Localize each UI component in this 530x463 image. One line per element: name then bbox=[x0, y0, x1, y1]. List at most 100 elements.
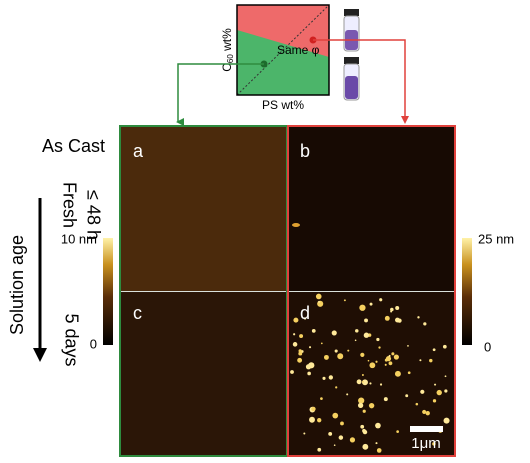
solution-age-label: Solution age bbox=[7, 235, 27, 335]
end-label: 5 days bbox=[61, 313, 81, 366]
particle bbox=[359, 305, 365, 311]
particle bbox=[408, 371, 411, 374]
particle bbox=[386, 356, 391, 361]
particle bbox=[334, 444, 336, 446]
particle bbox=[340, 422, 344, 426]
particle bbox=[309, 346, 311, 348]
particle bbox=[357, 379, 362, 384]
panel-label: b bbox=[300, 141, 310, 161]
same-phi-label: Same φ bbox=[277, 43, 320, 57]
colorbar-min: 0 bbox=[90, 336, 97, 351]
particle bbox=[384, 397, 388, 401]
panel-c-image bbox=[120, 292, 287, 456]
particle bbox=[379, 298, 382, 301]
particle bbox=[444, 389, 447, 392]
particle bbox=[312, 329, 316, 333]
particle bbox=[434, 384, 436, 386]
fresh-label: Fresh bbox=[59, 182, 79, 228]
particle bbox=[332, 330, 337, 335]
particle bbox=[321, 343, 323, 345]
particle bbox=[324, 355, 329, 360]
particle bbox=[426, 411, 430, 415]
particle bbox=[437, 390, 442, 395]
colorbar-right bbox=[462, 238, 472, 345]
page: Same φ PS wt% C60 wt% a b c d bbox=[0, 0, 530, 458]
particle bbox=[443, 345, 447, 349]
x-axis-label: PS wt% bbox=[262, 98, 304, 112]
afm-panels: a b c d 1μm bbox=[120, 126, 455, 456]
particle bbox=[368, 360, 370, 362]
particle bbox=[417, 316, 419, 318]
particle bbox=[369, 382, 371, 384]
particle bbox=[306, 364, 311, 369]
particle bbox=[423, 322, 426, 325]
particle bbox=[293, 342, 298, 347]
particle bbox=[376, 338, 379, 341]
particle bbox=[369, 362, 375, 368]
y-axis-label: C60 wt% bbox=[220, 28, 235, 72]
particle bbox=[433, 348, 436, 351]
particle bbox=[362, 381, 364, 383]
particle bbox=[420, 390, 424, 394]
particle bbox=[303, 432, 305, 434]
particle bbox=[395, 318, 400, 323]
particle bbox=[317, 448, 321, 452]
particle bbox=[390, 311, 392, 313]
particle bbox=[317, 418, 321, 422]
particle bbox=[311, 407, 315, 411]
particle bbox=[355, 329, 358, 332]
particle bbox=[407, 345, 409, 347]
particle bbox=[290, 370, 294, 374]
particle bbox=[322, 377, 325, 380]
particle bbox=[328, 432, 332, 436]
as-cast-label: As Cast bbox=[42, 136, 105, 156]
particle bbox=[364, 333, 369, 338]
particle bbox=[350, 437, 355, 442]
panel-a-image bbox=[120, 126, 287, 291]
particle bbox=[433, 399, 436, 402]
colorbar-left bbox=[103, 238, 113, 345]
particle bbox=[375, 442, 377, 444]
particle bbox=[362, 444, 368, 450]
panel-b-image bbox=[288, 126, 455, 291]
particle bbox=[335, 386, 337, 388]
particle bbox=[293, 318, 298, 323]
particle bbox=[385, 316, 390, 321]
particle bbox=[299, 349, 302, 352]
particle bbox=[377, 448, 382, 453]
particle bbox=[335, 349, 338, 352]
particle bbox=[337, 353, 343, 359]
particle bbox=[358, 403, 363, 408]
particle bbox=[405, 394, 408, 397]
colorbar-min: 0 bbox=[484, 339, 491, 354]
particle bbox=[360, 425, 364, 429]
particle bbox=[297, 358, 302, 363]
particle bbox=[378, 346, 380, 348]
scale-bar-label: 1μm bbox=[411, 435, 440, 452]
panel-label: c bbox=[133, 303, 142, 323]
particle bbox=[363, 410, 366, 413]
particle bbox=[344, 299, 346, 301]
particle bbox=[362, 429, 366, 433]
particle bbox=[332, 413, 338, 419]
particle bbox=[391, 352, 394, 355]
particle bbox=[339, 435, 343, 439]
vial-bottom bbox=[344, 57, 359, 100]
particle bbox=[389, 355, 391, 357]
particle bbox=[362, 374, 364, 376]
panel-label: d bbox=[300, 303, 310, 323]
colorbar-max: 25 nm bbox=[478, 231, 514, 246]
particle bbox=[396, 430, 399, 433]
colorbar-max: 10 nm bbox=[61, 231, 97, 246]
particle bbox=[329, 375, 333, 379]
particle bbox=[369, 403, 374, 408]
panel-label: a bbox=[133, 141, 144, 161]
particle bbox=[444, 418, 450, 424]
particle bbox=[293, 333, 295, 335]
particle bbox=[299, 334, 303, 338]
particle bbox=[346, 393, 348, 395]
phase-diagram: Same φ PS wt% C60 wt% bbox=[178, 5, 405, 122]
particle bbox=[318, 301, 320, 303]
particle bbox=[395, 371, 401, 377]
particle bbox=[375, 423, 381, 429]
